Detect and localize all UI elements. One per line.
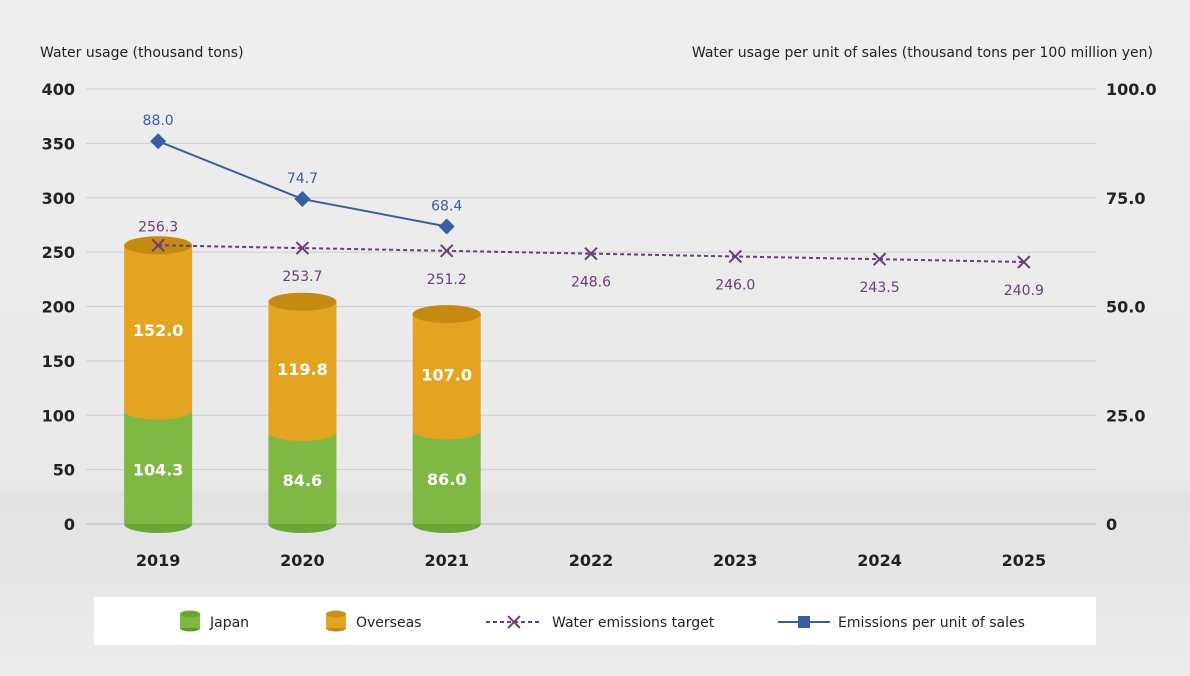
legend-items: Japan Overseas Water emissions target Em… (180, 610, 1025, 632)
bar-japan-label: 104.3 (133, 460, 184, 479)
target-data-label: 243.5 (860, 280, 900, 296)
bar-overseas-segment (124, 245, 193, 411)
right-axis-ticks: 0 25.0 50.0 75.0 100.0 (1106, 80, 1157, 534)
legend-japan-label: Japan (209, 615, 249, 631)
left-tick-label: 300 (42, 189, 75, 208)
legend-per-unit-label: Emissions per unit of sales (838, 615, 1025, 631)
target-data-label: 240.9 (1004, 283, 1044, 299)
bar-overseas-top (412, 305, 481, 324)
left-axis-title: Water usage (thousand tons) (40, 45, 244, 61)
legend-item-target: Water emissions target (486, 615, 715, 631)
target-point-x (584, 246, 598, 261)
legend-target-x-icon (507, 615, 521, 629)
bar-group: 104.3 152.0 (124, 236, 193, 533)
legend-overseas-swatch (326, 614, 346, 628)
bar-japan-label: 86.0 (427, 470, 466, 489)
right-tick-label: 0 (1106, 515, 1117, 534)
target-data-label: 251.2 (427, 272, 467, 288)
legend-item-overseas: Overseas (326, 610, 421, 632)
right-tick-label: 100.0 (1106, 80, 1157, 99)
legend: Japan Overseas Water emissions target Em… (94, 597, 1096, 645)
target-point-x (151, 238, 165, 252)
left-tick-label: 100 (42, 406, 75, 425)
bar-japan-segment (268, 431, 337, 524)
bar-group: 84.6 119.8 (268, 292, 337, 533)
category-label: 2020 (280, 551, 325, 570)
target-data-label: 246.0 (715, 277, 755, 293)
right-tick-label: 75.0 (1106, 189, 1145, 208)
per-unit-point-diamond (294, 191, 311, 208)
bar-overseas-segment (412, 314, 481, 431)
category-label: 2024 (857, 551, 902, 570)
per-unit-data-label: 74.7 (287, 171, 318, 187)
category-label: 2022 (569, 551, 614, 570)
category-label: 2019 (136, 551, 181, 570)
per-unit-point-diamond (438, 218, 455, 235)
line-series: 256.3 253.7 251.2 248.6 246.0 243.5 240.9 88.0 7… (138, 113, 1044, 299)
category-label: 2025 (1002, 551, 1047, 570)
target-point-x (440, 244, 454, 258)
legend-japan-swatch-top (180, 610, 200, 618)
target-data-label: 253.7 (282, 269, 322, 285)
right-axis-title: Water usage per unit of sales (thousand … (692, 45, 1153, 61)
category-label: 2023 (713, 551, 758, 570)
bar-overseas-label: 152.0 (133, 321, 184, 340)
right-tick-label: 50.0 (1106, 298, 1145, 317)
left-axis-ticks: 0 50 100 150 200 250 300 350 400 (42, 80, 75, 534)
target-point-x (872, 252, 887, 266)
bar-japan-segment (124, 410, 193, 524)
target-point-x (1017, 255, 1031, 269)
bar-japan-segment (412, 430, 481, 524)
legend-item-japan: Japan (180, 610, 249, 632)
legend-target-label: Water emissions target (552, 615, 715, 631)
left-tick-label: 200 (42, 298, 75, 317)
category-labels: 2019 2020 2021 2022 2023 2024 2025 (136, 551, 1046, 570)
legend-item-per-unit: Emissions per unit of sales (778, 615, 1025, 631)
target-point-x (728, 249, 742, 264)
bar-overseas-segment (268, 301, 337, 432)
right-tick-label: 25.0 (1106, 406, 1145, 425)
left-tick-label: 150 (42, 352, 75, 371)
per-unit-data-label: 88.0 (143, 113, 174, 129)
bar-overseas-label: 107.0 (421, 365, 472, 384)
left-tick-label: 400 (42, 80, 75, 99)
target-point-x (295, 241, 310, 255)
legend-per-unit-square-icon (798, 616, 810, 628)
per-unit-data-label: 68.4 (431, 198, 462, 214)
bar-japan-label: 84.6 (283, 471, 322, 490)
bar-overseas-label: 119.8 (277, 360, 328, 379)
left-tick-label: 350 (42, 134, 75, 153)
left-tick-label: 250 (42, 243, 75, 262)
left-tick-label: 0 (64, 515, 75, 534)
bar-overseas-top (268, 292, 337, 311)
left-tick-label: 50 (53, 461, 75, 480)
legend-overseas-label: Overseas (356, 615, 421, 631)
stacked-bars: 104.3 152.0 84.6 119.8 86.0 107.0 (124, 236, 481, 533)
gridlines (86, 88, 1096, 525)
target-data-label: 248.6 (571, 275, 611, 291)
legend-overseas-swatch-top (326, 610, 346, 618)
target-data-label: 256.3 (138, 219, 178, 235)
legend-japan-swatch (180, 614, 200, 628)
bar-group: 86.0 107.0 (412, 305, 481, 533)
category-label: 2021 (424, 551, 469, 570)
per-unit-point-diamond (150, 133, 167, 150)
